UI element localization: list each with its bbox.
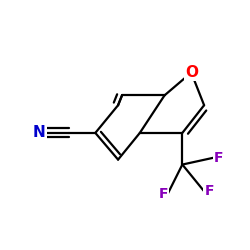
Text: F: F: [158, 187, 168, 201]
Text: O: O: [185, 65, 198, 80]
Text: F: F: [214, 151, 224, 165]
Text: F: F: [204, 184, 214, 198]
Text: N: N: [32, 126, 45, 140]
